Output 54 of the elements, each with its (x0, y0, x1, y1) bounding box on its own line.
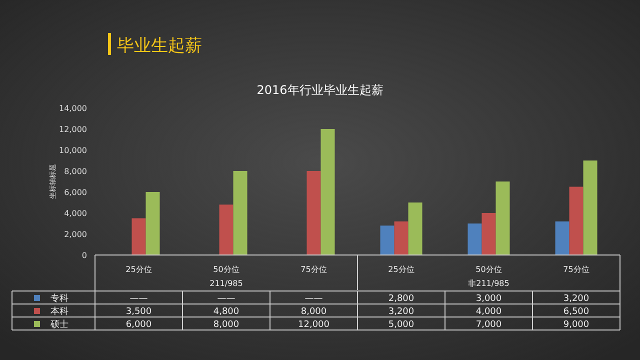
bar (320, 129, 335, 255)
data-label: 9,000 (563, 320, 590, 330)
legend-label: 专科 (50, 293, 68, 304)
text: —— (304, 294, 323, 304)
bar (394, 221, 408, 255)
x-tick-label: 75分位 (300, 265, 327, 274)
chart-subtitle: 2016年行业毕业生起薪 (256, 83, 384, 97)
text: 211/985 (210, 279, 243, 288)
bar (132, 218, 146, 255)
data-label: 4,000 (476, 307, 502, 317)
y-tick-label: 8,000 (64, 167, 87, 176)
bar (583, 160, 598, 255)
legend-label: 硕士 (50, 319, 68, 330)
y-tick-label: 4,000 (64, 209, 87, 218)
text: —— (130, 294, 148, 304)
bar (408, 202, 422, 255)
chart-title: 毕业生起薪 (117, 36, 202, 56)
y-tick-label: 6,000 (64, 188, 87, 197)
x-tick-label: 75分位 (563, 265, 590, 274)
legend-label: 本科 (50, 306, 68, 317)
data-label: 6,500 (563, 307, 590, 317)
data-label: 2,800 (388, 294, 414, 304)
data-label: 3,500 (126, 307, 152, 317)
y-tick-label: 12,000 (59, 125, 87, 134)
x-tick-label: 25分位 (388, 265, 414, 274)
y-tick-label: 10,000 (59, 146, 87, 155)
bar (380, 226, 394, 255)
bar (146, 192, 160, 255)
data-label: 4,800 (213, 307, 240, 317)
bar (233, 171, 248, 255)
bar (219, 204, 234, 255)
bar (482, 213, 496, 255)
data-label: 3,000 (476, 294, 502, 304)
text: 非211/985 (468, 279, 510, 288)
data-label: 8,000 (213, 320, 240, 330)
y-tick-label: 0 (82, 251, 87, 260)
bar (569, 186, 584, 255)
y-tick-label: 2,000 (64, 230, 87, 239)
data-label: 6,000 (126, 320, 152, 330)
bar (555, 221, 570, 255)
data-label: 8,000 (300, 307, 327, 317)
data-label: 12,000 (298, 320, 330, 330)
x-tick-label: 25分位 (126, 265, 152, 274)
bar (306, 171, 321, 255)
data-label: 3,200 (563, 294, 590, 304)
x-tick-label: 50分位 (213, 265, 240, 274)
bar (496, 182, 510, 255)
text: —— (217, 294, 236, 304)
data-label: 5,000 (388, 320, 414, 330)
data-label: 3,200 (388, 307, 414, 317)
y-tick-label: 14,000 (59, 104, 87, 113)
x-tick-label: 50分位 (476, 265, 502, 274)
bar (468, 224, 482, 255)
data-label: 7,000 (476, 320, 502, 330)
